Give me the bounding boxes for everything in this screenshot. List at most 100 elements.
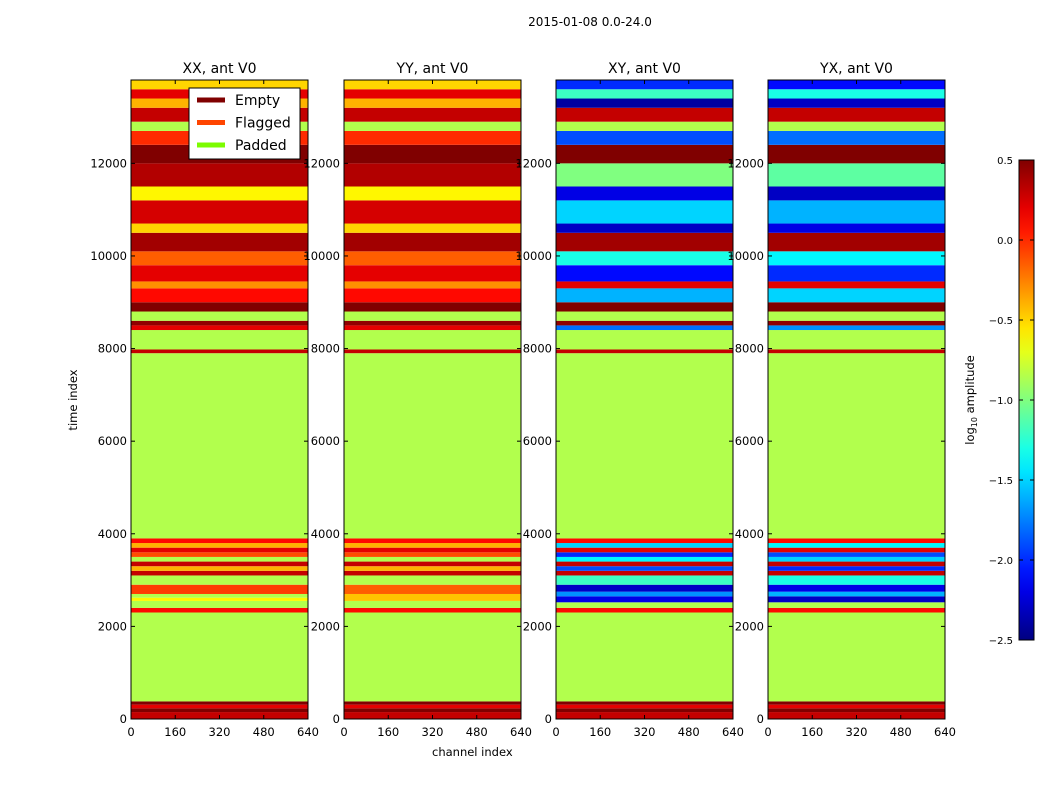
heatmap-band (131, 612, 308, 702)
heatmap-band (344, 701, 521, 705)
y-tick-label: 8000 (311, 342, 340, 356)
x-tick-label: 480 (253, 725, 275, 739)
heatmap-band (131, 704, 308, 709)
heatmap-band (556, 288, 733, 303)
x-tick-label: 640 (722, 725, 744, 739)
x-tick-label: 0 (127, 725, 134, 739)
heatmap-band (131, 353, 308, 539)
heatmap-band (344, 144, 521, 164)
heatmap-band (556, 575, 733, 585)
heatmap-band (344, 612, 521, 702)
heatmap-band (131, 607, 308, 613)
y-tick-label: 0 (757, 712, 764, 726)
heatmap-band (556, 561, 733, 567)
heatmap-band (556, 121, 733, 131)
heatmap-band (131, 200, 308, 224)
heatmap-band (131, 349, 308, 354)
y-tick-label: 12000 (727, 156, 764, 170)
heatmap-band (556, 543, 733, 548)
x-tick-label: 0 (340, 725, 347, 739)
heatmap-band (556, 701, 733, 705)
colorbar-tick-label: 0.0 (997, 236, 1013, 247)
heatmap-band (556, 596, 733, 603)
heatmap-band (768, 570, 945, 576)
heatmap-band (556, 232, 733, 252)
y-tick-label: 4000 (98, 527, 127, 541)
y-tick-label: 2000 (523, 619, 552, 633)
heatmap-band (344, 547, 521, 553)
heatmap-band (768, 547, 945, 553)
heatmap-band (131, 600, 308, 608)
y-tick-label: 10000 (303, 249, 340, 263)
y-tick-label: 0 (333, 712, 340, 726)
heatmap-band (344, 607, 521, 613)
heatmap-band (768, 349, 945, 354)
heatmap-band (768, 591, 945, 597)
panels: XX, ant V0 0 160 320 480 640 0 2000 4000 6000 8000… (90, 61, 956, 739)
heatmap-band (131, 251, 308, 266)
heatmap-band (768, 561, 945, 567)
colorbar-tick-label: −2.0 (989, 556, 1013, 567)
heatmap-band (131, 311, 308, 321)
heatmap-band (768, 232, 945, 252)
heatmap-band (556, 265, 733, 282)
heatmap-band (768, 607, 945, 613)
heatmap-band (344, 570, 521, 576)
heatmap-band (131, 265, 308, 282)
heatmap-band (768, 281, 945, 289)
heatmap-band (768, 353, 945, 539)
heatmap-band (556, 330, 733, 350)
heatmap-band (131, 320, 308, 326)
heatmap-band (344, 200, 521, 224)
heatmap-band (344, 575, 521, 585)
heatmap-band (131, 561, 308, 567)
heatmap-band (556, 566, 733, 571)
panel-title: XX, ant V0 (183, 61, 257, 77)
heatmap-band (344, 281, 521, 289)
panel-title: YX, ant V0 (819, 61, 893, 77)
x-tick-label: 640 (934, 725, 956, 739)
heatmap-band (131, 325, 308, 331)
heatmap-band (556, 251, 733, 266)
heatmap-band (768, 566, 945, 571)
heatmap-band (344, 251, 521, 266)
heatmap-band (556, 538, 733, 544)
heatmap-band (768, 89, 945, 99)
heatmap-band (768, 708, 945, 713)
x-tick-label: 320 (846, 725, 868, 739)
y-tick-label: 6000 (523, 434, 552, 448)
heatmap-band (344, 186, 521, 201)
heatmap-band (556, 200, 733, 224)
legend-label: Padded (235, 138, 287, 154)
colorbar: −2.5 −2.0 −1.5 −1.0 −0.5 0.0 0.5 log10 amplitud… (963, 156, 1035, 647)
heatmap-band (556, 552, 733, 557)
heatmap-band (556, 281, 733, 289)
heatmap-band (556, 547, 733, 553)
heatmap-band (131, 186, 308, 201)
heatmap-band (768, 98, 945, 108)
heatmap-band (344, 349, 521, 354)
y-tick-label: 12000 (515, 156, 552, 170)
y-tick-label: 2000 (735, 619, 764, 633)
heatmap-band (556, 612, 733, 702)
legend: Empty Flagged Padded (188, 87, 301, 160)
heatmap-band (768, 107, 945, 122)
x-tick-label: 160 (377, 725, 399, 739)
heatmap-band (131, 543, 308, 548)
x-tick-label: 480 (678, 725, 700, 739)
y-tick-label: 0 (120, 712, 127, 726)
x-tick-label: 320 (209, 725, 231, 739)
heatmap-band (131, 547, 308, 553)
x-tick-label: 160 (589, 725, 611, 739)
heatmap-band (556, 607, 733, 613)
heatmap-band (768, 552, 945, 557)
colorbar-label-subscript: 10 (970, 417, 979, 427)
heatmap-band (556, 163, 733, 187)
heatmap-band (344, 561, 521, 567)
y-tick-label: 8000 (735, 342, 764, 356)
y-tick-label: 10000 (727, 249, 764, 263)
heatmap-band (556, 353, 733, 539)
figure-title: 2015-01-08 0.0-24.0 (528, 15, 652, 29)
y-tick-label: 12000 (90, 156, 127, 170)
heatmap-band (768, 538, 945, 544)
